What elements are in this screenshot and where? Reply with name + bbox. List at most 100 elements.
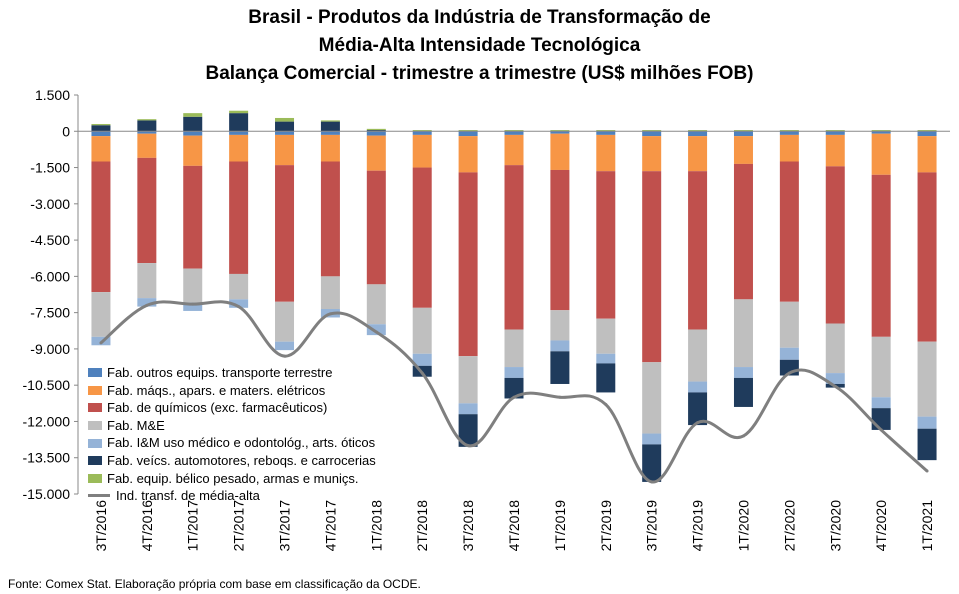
x-tick-label: 4T/2019 [690, 500, 706, 552]
bar-maquinas_eletricos [779, 134, 799, 162]
bar-me [275, 301, 295, 342]
bar-quimicos [917, 172, 937, 342]
bar-quimicos [550, 169, 570, 311]
legend-swatch [88, 438, 102, 448]
bar-me [229, 273, 249, 300]
bar-belico [412, 130, 432, 132]
x-tick-label: 3T/2019 [644, 500, 660, 552]
y-tick-label: 1.500 [35, 87, 70, 103]
bar-belico [91, 124, 111, 126]
legend-item-im_medico: Fab. I&M uso médico e odontológ., arts. … [88, 434, 376, 452]
y-tick-label: -13.500 [23, 450, 71, 466]
bar-im_medico [825, 373, 845, 384]
bar-belico [688, 130, 708, 132]
bar-quimicos [412, 167, 432, 308]
chart-title-line-1: Brasil - Produtos da Indústria de Transf… [248, 7, 711, 28]
bar-im_medico [183, 302, 203, 311]
legend-label: Fab. M&E [107, 417, 165, 433]
legend-swatch [88, 456, 102, 466]
bar-im_medico [550, 340, 570, 352]
x-tick-label: 4T/2016 [139, 500, 155, 552]
bar-veiculos [366, 130, 386, 132]
bar-quimicos [91, 161, 111, 293]
line-point [696, 421, 700, 425]
bar-belico [366, 128, 386, 131]
bar-quimicos [779, 161, 799, 302]
legend-swatch [88, 385, 102, 395]
legend-swatch [88, 473, 102, 483]
bar-me [917, 341, 937, 417]
source-note: Fonte: Comex Stat. Elaboração própria co… [8, 577, 421, 591]
x-tick-label: 2T/2019 [598, 500, 614, 552]
bar-me [733, 299, 753, 368]
bar-quimicos [366, 170, 386, 285]
line-point [145, 303, 149, 307]
line-point [650, 480, 654, 484]
x-tick-label: 3T/2017 [277, 500, 293, 552]
bar-me [458, 356, 478, 404]
x-tick-label: 1T/2019 [552, 500, 568, 552]
bar-maquinas_eletricos [137, 133, 157, 158]
bar-maquinas_eletricos [550, 133, 570, 170]
x-tick-label: 1T/2021 [919, 500, 935, 552]
bar-quimicos [183, 165, 203, 269]
bar-maquinas_eletricos [183, 135, 203, 166]
bar-veiculos [871, 408, 891, 430]
bar-veiculos [596, 363, 616, 393]
bar-veiculos [137, 120, 157, 132]
bar-belico [550, 130, 570, 132]
legend-label: Fab. I&M uso médico e odontológ., arts. … [107, 435, 376, 451]
bar-maquinas_eletricos [917, 136, 937, 173]
line-point [558, 395, 562, 399]
legend-item-me: Fab. M&E [88, 417, 376, 435]
y-tick-label: -6.000 [30, 268, 70, 284]
bar-outros_transporte [596, 131, 616, 135]
bar-belico [320, 120, 340, 122]
bar-quimicos [458, 172, 478, 357]
bar-me [779, 301, 799, 348]
bar-outros_transporte [183, 131, 203, 136]
bar-maquinas_eletricos [504, 134, 524, 166]
legend-item-outros_transporte: Fab. outros equips. transporte terrestre [88, 364, 376, 382]
bar-veiculos [917, 428, 937, 461]
bar-im_medico [779, 347, 799, 360]
bar-belico [183, 113, 203, 117]
legend-label: Fab. de químicos (exc. farmacêuticos) [107, 400, 328, 416]
y-tick-label: -15.000 [23, 486, 71, 502]
bar-im_medico [917, 416, 937, 429]
legend-label: Fab. outros equips. transporte terrestre [107, 365, 333, 380]
line-point [925, 469, 929, 473]
bar-outros_transporte [825, 131, 845, 135]
bar-maquinas_eletricos [642, 136, 662, 172]
bar-outros_transporte [320, 131, 340, 135]
line-point [328, 312, 332, 316]
chart-legend: Fab. outros equips. transporte terrestre… [88, 364, 376, 505]
x-tick-label: 4T/2017 [322, 500, 338, 552]
bar-quimicos [504, 165, 524, 330]
bar-belico [229, 110, 249, 114]
x-tick-label: 3T/2018 [460, 500, 476, 552]
bar-me [504, 329, 524, 368]
line-point [191, 302, 195, 306]
y-tick-label: -10.500 [23, 377, 71, 393]
bar-outros_transporte [871, 131, 891, 134]
bar-outros_transporte [229, 131, 249, 135]
bar-maquinas_eletricos [688, 136, 708, 172]
bar-im_medico [504, 367, 524, 378]
bar-veiculos [733, 377, 753, 407]
legend-item-quimicos: Fab. de químicos (exc. farmacêuticos) [88, 399, 376, 417]
bar-maquinas_eletricos [91, 136, 111, 162]
bar-me [550, 310, 570, 341]
chart-title-line-2: Média-Alta Intensidade Tecnológica [318, 35, 641, 56]
bar-outros_transporte [412, 131, 432, 135]
bar-im_medico [596, 353, 616, 364]
bar-me [596, 318, 616, 354]
line-point [99, 341, 103, 345]
chart-title-line-3: Balança Comercial - trimestre a trimestr… [205, 63, 754, 84]
y-tick-label: -9.000 [30, 341, 70, 357]
legend-item-veiculos: Fab. veícs. automotores, reboqs. e carro… [88, 452, 376, 470]
bar-me [871, 336, 891, 398]
bar-quimicos [871, 174, 891, 337]
line-point [237, 305, 241, 309]
